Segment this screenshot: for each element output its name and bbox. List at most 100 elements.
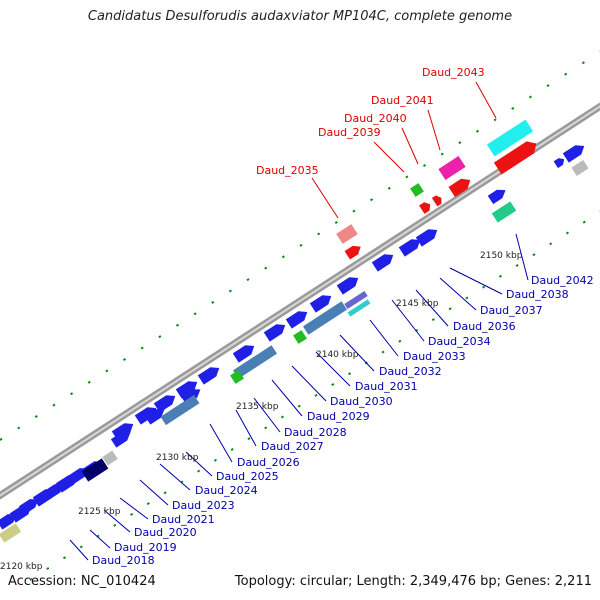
navy-feature-shape <box>81 458 109 482</box>
cds-outer-13 <box>336 277 359 295</box>
leader-Daud_2028 <box>253 397 281 433</box>
tick-mark <box>370 198 374 202</box>
rna-strip-0 <box>160 394 200 426</box>
cds-inner-5 <box>144 409 165 425</box>
genome-summary: Topology: circular; Length: 2,349,476 bp… <box>234 574 592 589</box>
green-feature-0-shape <box>230 370 244 384</box>
cyan-feature-2043-shape <box>486 119 534 157</box>
scale-label: 2120 kbp <box>0 562 43 572</box>
label-leaders <box>69 81 529 561</box>
navy-feature <box>81 458 109 482</box>
leader-Daud_2043 <box>475 81 497 119</box>
red-feature-2035 <box>344 245 361 260</box>
leader-Daud_2027 <box>235 409 257 447</box>
tick-mark <box>398 339 402 343</box>
grey-feature-1 <box>571 159 589 177</box>
gene-label: Daud_2032 <box>379 365 442 378</box>
gene-labels: Daud_2018Daud_2019Daud_2020Daud_2021Daud… <box>92 66 594 567</box>
magenta-feature-2041 <box>438 156 466 180</box>
cds-outer-12 <box>309 295 332 313</box>
tick-mark <box>347 372 352 376</box>
cds-inner-1-shape <box>18 499 39 515</box>
cds-outer-16-shape <box>415 229 438 247</box>
tick-mark <box>264 266 268 270</box>
scale-labels: 2120 kbp 2125 kbp 2130 kbp 2135 kbp 2140 kbp… <box>0 251 523 572</box>
lavender-feature <box>344 290 368 310</box>
leader-Daud_2026 <box>209 423 233 463</box>
cds-right-1-shape <box>553 158 565 169</box>
leader-Daud_2029 <box>271 379 303 417</box>
leader-Daud_2040 <box>401 127 419 165</box>
cds-outer-14 <box>371 254 394 272</box>
cds-outer-9-shape <box>232 345 255 363</box>
gene-label: Daud_2034 <box>428 335 491 348</box>
cds-inner-0 <box>0 514 17 530</box>
tick-mark <box>34 415 38 419</box>
tick-mark <box>79 545 83 549</box>
cds-outer-8-shape <box>197 367 220 385</box>
rna-strip-1-shape <box>232 345 278 379</box>
gene-label: Daud_2021 <box>152 513 215 526</box>
tick-mark <box>475 129 480 133</box>
scale-label: 2130 kbp <box>156 453 199 463</box>
tick-mark <box>211 300 215 304</box>
tick-mark <box>565 231 570 235</box>
scale-label: 2125 kbp <box>78 507 121 517</box>
scale-label: 2145 kbp <box>396 299 439 309</box>
tan-feature <box>0 523 22 543</box>
leader-Daud_2021 <box>119 497 149 520</box>
tick-mark <box>581 61 585 65</box>
gene-label: Daud_2023 <box>172 499 235 512</box>
cds-outer-15-shape <box>398 239 421 257</box>
rna-strip-2-shape <box>302 301 348 335</box>
gene-label: Daud_2028 <box>284 426 347 439</box>
tick-mark <box>113 523 117 527</box>
cds-outer-7 <box>175 381 198 399</box>
tick-mark <box>546 84 550 88</box>
red-feature-2041b-shape <box>448 178 471 198</box>
tick-mark <box>247 437 251 441</box>
tick-mark <box>17 426 21 430</box>
leader-Daud_2019 <box>89 529 111 549</box>
leader-Daud_2018 <box>69 539 89 561</box>
tan-feature-shape <box>0 523 22 543</box>
tick-mark <box>29 577 33 581</box>
cds-outer-17-shape <box>562 145 585 163</box>
cds-outer-11 <box>285 311 308 329</box>
tick-mark <box>381 350 385 354</box>
gene-label: Daud_2026 <box>237 456 300 469</box>
leader-Daud_2030 <box>291 365 327 402</box>
tick-mark <box>105 369 109 373</box>
red-feature-2043-shape <box>493 141 537 175</box>
tick-mark <box>281 255 285 259</box>
map-title: Candidatus Desulforudis audaxviator MP10… <box>87 9 513 24</box>
gene-label: Daud_2043 <box>422 66 485 79</box>
green-feature-1-shape <box>293 330 307 344</box>
cyan-feature-2043 <box>486 119 534 157</box>
cds-outer-10 <box>263 324 286 342</box>
tick-mark <box>52 403 56 407</box>
red-feature-2040-shape <box>431 195 442 207</box>
gene-label: Daud_2029 <box>307 410 370 423</box>
tick-mark <box>62 556 67 560</box>
rna-strip-1 <box>232 345 278 379</box>
gene-label: Daud_2041 <box>371 94 434 107</box>
tick-mark <box>197 469 201 473</box>
cds-inner-5-shape <box>144 409 165 425</box>
tick-mark <box>122 357 127 361</box>
leader-Daud_2036 <box>415 289 449 327</box>
green-feature-0 <box>230 370 244 384</box>
cds-outer-8 <box>197 367 220 385</box>
tick-mark <box>70 392 74 396</box>
tick-mark <box>193 312 197 316</box>
outer-ticks <box>0 50 600 441</box>
leader-Daud_2039 <box>373 141 405 173</box>
leader-Daud_2037 <box>439 277 477 311</box>
cds-inner-1 <box>18 499 39 515</box>
tick-mark <box>528 95 532 99</box>
tick-mark <box>246 278 250 282</box>
cds-outer-14-shape <box>371 254 394 272</box>
grey-feature-0 <box>102 450 118 466</box>
tick-mark <box>140 346 144 350</box>
